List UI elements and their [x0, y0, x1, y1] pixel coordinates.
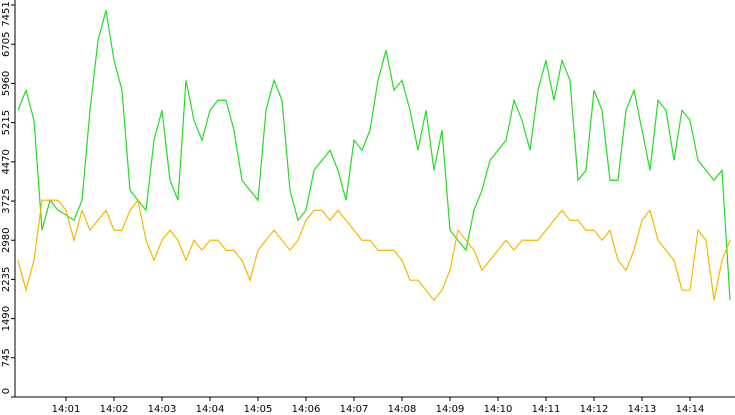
x-tick-label: 14:05 — [244, 404, 273, 415]
y-tick-label: 4470 — [1, 149, 12, 174]
y-tick-label: 0 — [1, 388, 12, 394]
y-tick-label: 2980 — [1, 227, 12, 252]
x-tick-label: 14:11 — [532, 404, 561, 415]
x-tick-label: 14:13 — [628, 404, 657, 415]
y-tick-label: 745 — [1, 348, 12, 367]
x-tick-label: 14:14 — [676, 404, 705, 415]
y-tick-label: 7451 — [1, 1, 12, 26]
y-tick-label: 3725 — [1, 188, 12, 213]
series-line — [17, 10, 731, 301]
series-line — [17, 198, 731, 302]
x-tick-label: 14:08 — [388, 404, 417, 415]
y-tick-label: 5960 — [1, 71, 12, 96]
x-tick-label: 14:09 — [436, 404, 465, 415]
x-tick-label: 14:06 — [292, 404, 321, 415]
x-tick-label: 14:03 — [148, 404, 177, 415]
y-tick-label: 6705 — [1, 32, 12, 57]
y-tick-label: 1490 — [1, 306, 12, 331]
x-tick-label: 14:10 — [484, 404, 513, 415]
x-tick-label: 14:02 — [100, 404, 129, 415]
y-tick-label: 2235 — [1, 267, 12, 292]
x-tick-label: 14:01 — [52, 404, 81, 415]
y-tick-label: 5215 — [1, 110, 12, 135]
x-tick-label: 14:07 — [340, 404, 369, 415]
x-tick-label: 14:12 — [580, 404, 609, 415]
x-tick-label: 14:04 — [196, 404, 225, 415]
